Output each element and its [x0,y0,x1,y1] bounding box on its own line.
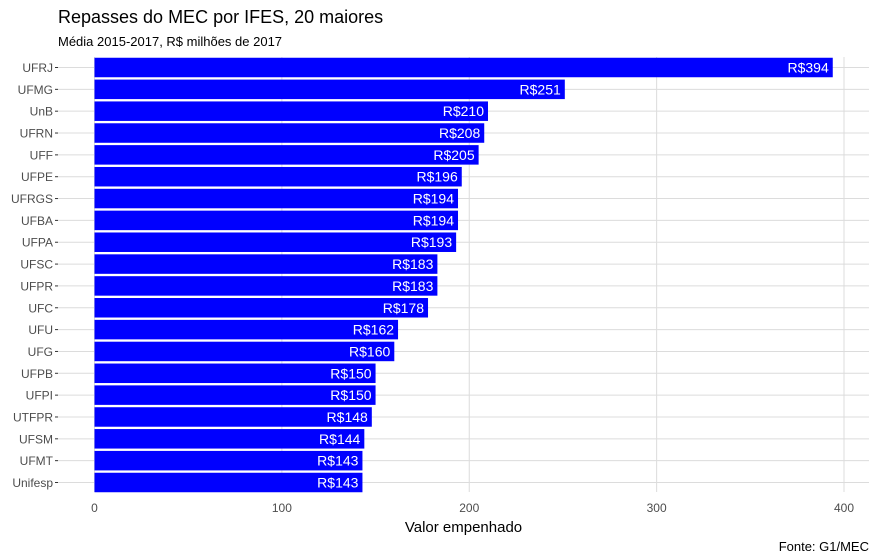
bar [94,166,462,187]
bar-value-label: R$394 [787,60,828,76]
bars-layer [94,57,833,493]
category-label: UFPI [26,389,53,403]
category-label: UFSC [20,258,53,272]
category-label: UFG [28,345,53,359]
bar-value-label: R$208 [439,125,480,141]
category-label: UFMG [18,83,53,97]
bar [94,407,372,427]
bar-value-label: R$194 [413,212,454,228]
bar [94,210,459,231]
bar-value-label: R$183 [392,278,433,294]
bar [94,319,399,340]
category-label: UFRN [20,127,53,141]
bar-value-label: R$143 [317,475,358,491]
bar [94,188,459,209]
bar [94,385,376,405]
bar [94,232,457,252]
bar-value-label: R$183 [392,256,433,272]
bar [94,450,363,471]
category-label: UFPB [21,367,53,381]
chart-caption: Fonte: G1/MEC [778,539,869,554]
bar [94,276,438,296]
x-tick-label: 0 [91,501,98,515]
x-tick-label: 400 [834,501,854,515]
bar-value-label: R$194 [413,191,454,207]
category-label: UFPE [21,170,53,184]
bar-value-label: R$196 [416,169,457,185]
category-label: UFSM [19,432,53,446]
x-tick-label: 300 [647,501,667,515]
category-label: UFU [28,323,53,337]
bar [94,298,429,318]
category-label: Unifesp [12,476,53,490]
bar-value-label: R$162 [353,322,394,338]
bar [94,79,565,100]
category-label: UTFPR [13,410,53,424]
chart-subtitle: Média 2015-2017, R$ milhões de 2017 [58,34,283,49]
grid-layer [58,57,869,492]
category-label: UnB [30,105,53,119]
bar [94,57,833,78]
bar-value-label: R$178 [383,300,424,316]
category-label: UFPR [20,279,53,293]
category-label: UFMT [20,454,54,468]
bar [94,363,376,384]
bar-value-label: R$148 [327,409,368,425]
bar [94,254,438,274]
axis-layer: 0 100 200 300 400 UFRJ UFMG UnB UFRN UFF UFPE UFRGS… [11,61,854,515]
bar-value-label: R$205 [433,147,474,163]
bar-value-label: R$160 [349,343,390,359]
x-tick-label: 200 [459,501,479,515]
labels-layer: R$394 R$251 R$210 R$208 R$205 R$196 R$194 R$194… [317,60,829,491]
chart-title: Repasses do MEC por IFES, 20 maiores [58,7,384,27]
bar-value-label: R$150 [330,365,371,381]
bar [94,145,479,165]
bar-value-label: R$144 [319,431,360,447]
category-label: UFC [28,301,53,315]
bar-value-label: R$251 [520,81,561,97]
bar [94,341,395,362]
category-label: UFPA [22,236,53,250]
bar [94,123,485,143]
bar-value-label: R$193 [411,234,452,250]
bar [94,101,488,121]
bar-value-label: R$150 [330,387,371,403]
bar-value-label: R$210 [443,103,484,119]
category-label: UFRGS [11,192,53,206]
category-label: UFRJ [22,61,53,75]
category-label: UFBA [21,214,53,228]
bar-value-label: R$143 [317,453,358,469]
bar [94,472,363,493]
x-axis-title: Valor empenhado [405,519,522,536]
category-label: UFF [30,148,53,162]
bar [94,429,365,449]
x-tick-label: 100 [272,501,292,515]
